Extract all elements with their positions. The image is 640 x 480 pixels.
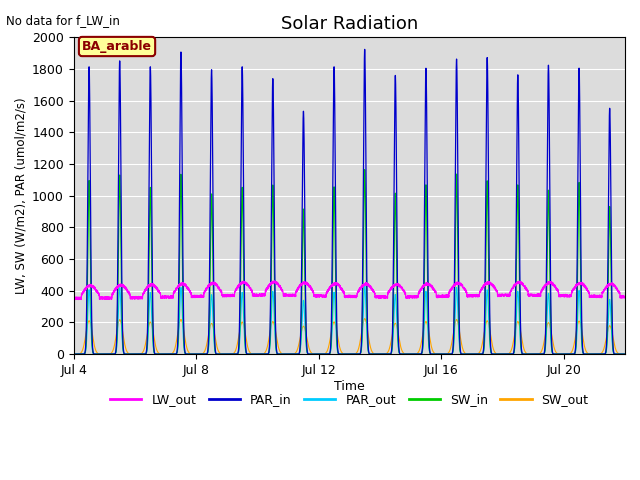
LW_out: [398, 284, 406, 290]
LW_out: [621, 294, 628, 300]
Line: PAR_in: PAR_in: [74, 49, 625, 354]
PAR_in: [168, 351, 176, 357]
Legend: LW_out, PAR_in, PAR_out, SW_in, SW_out: LW_out, PAR_in, PAR_out, SW_in, SW_out: [105, 388, 593, 411]
SW_out: [255, 351, 262, 357]
SW_in: [172, 351, 179, 357]
X-axis label: Time: Time: [334, 380, 365, 393]
Line: PAR_out: PAR_out: [74, 286, 625, 354]
PAR_in: [398, 351, 406, 357]
PAR_out: [168, 351, 176, 357]
PAR_out: [172, 351, 179, 357]
PAR_out: [621, 351, 628, 357]
SW_out: [92, 348, 100, 354]
LW_out: [615, 290, 623, 296]
SW_in: [361, 167, 369, 172]
LW_out: [74, 297, 82, 302]
PAR_in: [621, 351, 628, 357]
Line: SW_in: SW_in: [74, 169, 625, 354]
SW_in: [70, 351, 77, 357]
SW_out: [621, 351, 628, 357]
LW_out: [172, 286, 180, 291]
PAR_in: [92, 351, 100, 357]
PAR_out: [255, 351, 262, 357]
SW_in: [92, 351, 100, 357]
LW_out: [255, 292, 262, 298]
LW_out: [92, 287, 100, 293]
PAR_out: [70, 351, 77, 357]
PAR_in: [255, 351, 262, 357]
SW_in: [398, 351, 406, 357]
PAR_out: [92, 351, 100, 357]
Line: SW_out: SW_out: [74, 319, 625, 354]
LW_out: [271, 278, 278, 284]
PAR_out: [615, 351, 623, 357]
PAR_out: [361, 283, 369, 288]
SW_in: [255, 351, 262, 357]
SW_out: [168, 350, 176, 356]
PAR_in: [615, 351, 623, 357]
LW_out: [70, 296, 77, 302]
Title: Solar Radiation: Solar Radiation: [281, 15, 418, 33]
SW_out: [398, 347, 406, 353]
SW_out: [361, 316, 369, 322]
SW_out: [615, 351, 623, 357]
SW_in: [168, 351, 176, 357]
Line: LW_out: LW_out: [74, 281, 625, 300]
Text: No data for f_LW_in: No data for f_LW_in: [6, 14, 120, 27]
PAR_in: [70, 351, 77, 357]
SW_out: [172, 343, 179, 348]
LW_out: [169, 294, 177, 300]
Y-axis label: LW, SW (W/m2), PAR (umol/m2/s): LW, SW (W/m2), PAR (umol/m2/s): [15, 97, 28, 294]
PAR_in: [361, 47, 369, 52]
SW_in: [615, 351, 623, 357]
PAR_in: [172, 351, 179, 357]
SW_out: [70, 351, 77, 357]
PAR_out: [398, 351, 406, 357]
Text: BA_arable: BA_arable: [82, 40, 152, 53]
SW_in: [621, 351, 628, 357]
